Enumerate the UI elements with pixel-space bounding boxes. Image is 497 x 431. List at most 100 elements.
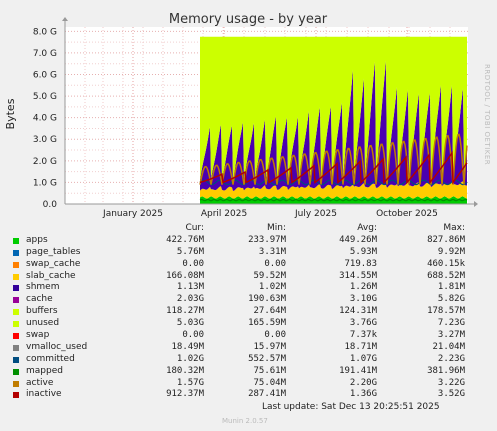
legend-min: 75.04M [253, 377, 286, 388]
legend-max: 3.22G [437, 377, 465, 388]
legend-min: 59.52M [253, 270, 286, 281]
area-apps [200, 196, 467, 204]
legend-name: active [26, 377, 54, 388]
legend-cur: 1.02G [176, 353, 204, 364]
column-avg: Avg: [357, 223, 377, 233]
line-mapped [199, 198, 468, 202]
legend-min: 1.02M [258, 282, 286, 293]
legend-avg: 124.31M [339, 306, 377, 317]
y-tick-label: 2.0 G [33, 157, 57, 167]
legend-avg: 2.20G [349, 377, 377, 388]
legend-swatch [13, 392, 19, 399]
legend-name: shmem [26, 282, 60, 293]
legend-item-active: active 1.57G 75.04M 2.20G 3.22G [0, 378, 497, 390]
legend-name: inactive [26, 389, 62, 400]
chart-title: Memory usage - by year [169, 12, 328, 27]
legend-swatch [13, 321, 19, 328]
data-areas [200, 36, 467, 204]
memory-chart: Memory usage - by year Bytes RRDTOOL / T… [4, 12, 491, 219]
legend-header: Cur: Min: Avg: Max: [0, 223, 497, 235]
legend-cur: 18.49M [171, 341, 204, 352]
legend-item-swap: swap 0.00 0.00 7.37k 3.27M [0, 330, 497, 342]
line-active [199, 133, 468, 185]
legend-avg: 5.93M [349, 246, 377, 257]
legend-swatch [13, 309, 19, 316]
column-cur: Cur: [185, 223, 204, 233]
area-slab-cache [200, 181, 467, 199]
legend-item-swap-cache: swap_cache 0.00 0.00 719.83 460.15k [0, 259, 497, 271]
legend-name: vmalloc_used [26, 341, 88, 352]
legend-item-apps: apps 422.76M 233.97M 449.26M 827.86M [0, 235, 497, 247]
legend-min: 75.61M [253, 365, 286, 376]
legend-name: unused [26, 318, 60, 329]
legend-cur: 118.27M [166, 306, 204, 317]
legend-avg: 7.37k [349, 330, 377, 341]
legend-swatch [13, 261, 19, 268]
legend-name: slab_cache [26, 270, 76, 281]
legend-swatch [13, 380, 19, 387]
legend-cur: 180.32M [166, 365, 204, 376]
legend-name: committed [26, 353, 75, 364]
legend-name: mapped [26, 365, 63, 376]
legend-min: 0.00 [264, 330, 286, 341]
legend-item-mapped: mapped 180.32M 75.61M 191.41M 381.96M [0, 366, 497, 378]
legend-max: 688.52M [427, 270, 465, 281]
x-tick-label: October 2025 [376, 209, 438, 219]
legend-avg: 191.41M [339, 365, 377, 376]
legend-swatch [13, 344, 19, 351]
x-tick-label: January 2025 [102, 209, 163, 219]
legend-min: 190.63M [248, 294, 286, 305]
legend-name: swap [26, 330, 50, 341]
y-axis-arrow [62, 17, 68, 21]
x-axis-arrow [474, 201, 478, 207]
legend-name: cache [26, 294, 53, 305]
y-axis-label: Bytes [4, 98, 17, 129]
legend-item-buffers: buffers 118.27M 27.64M 124.31M 178.57M [0, 306, 497, 318]
legend-min: 3.31M [258, 246, 286, 257]
legend-max: 9.92M [437, 246, 465, 257]
legend-min: 27.64M [253, 306, 286, 317]
legend-cur: 2.03G [176, 294, 204, 305]
legend-swatch [13, 332, 19, 339]
legend-max: 381.96M [427, 365, 465, 376]
legend-min: 552.57M [248, 353, 286, 364]
legend-swatch [13, 285, 19, 292]
legend-cur: 1.13M [176, 282, 204, 293]
last-update: Last update: Sat Dec 13 20:25:51 2025 [262, 402, 440, 412]
axes: January 2025 April 2025 July 2025 October 2… [33, 17, 478, 219]
legend-max: 1.81M [437, 282, 465, 293]
y-tick-label: 6.0 G [33, 70, 57, 80]
legend-avg: 449.26M [339, 234, 377, 245]
y-tick-label: 5.0 G [33, 92, 57, 102]
legend-swatch [13, 356, 19, 363]
legend-cur: 5.03G [176, 318, 204, 329]
legend-cur: 0.00 [182, 258, 204, 269]
legend-min: 287.41M [248, 389, 286, 400]
legend-max: 827.86M [427, 234, 465, 245]
y-tick-label: 4.0 G [33, 114, 57, 124]
y-tick-label: 1.0 G [33, 178, 57, 188]
legend-name: apps [26, 234, 48, 245]
legend-item-page-tables: page_tables 5.76M 3.31M 5.93M 9.92M [0, 247, 497, 259]
legend-max: 21.04M [432, 341, 465, 352]
y-tick-label: 3.0 G [33, 135, 57, 145]
legend-item-vmalloc-used: vmalloc_used 18.49M 15.97M 18.71M 21.04M [0, 342, 497, 354]
legend-swatch [13, 368, 19, 375]
legend-name: page_tables [26, 246, 81, 257]
legend-name: buffers [26, 306, 58, 317]
x-tick-label: July 2025 [294, 209, 337, 219]
legend-cur: 422.76M [166, 234, 204, 245]
legend-cur: 1.57G [176, 377, 204, 388]
area-unused [200, 36, 467, 181]
legend-max: 460.15k [427, 258, 465, 269]
munin-version: Munin 2.0.57 [222, 417, 268, 425]
legend-item-cache: cache 2.03G 190.63M 3.10G 5.82G [0, 294, 497, 306]
legend-item-unused: unused 5.03G 165.59M 3.76G 7.23G [0, 318, 497, 330]
legend-avg: 1.26M [349, 282, 377, 293]
y-tick-label: 8.0 G [33, 27, 57, 37]
legend-cur: 5.76M [176, 246, 204, 257]
x-tick-label: April 2025 [201, 209, 247, 219]
column-min: Min: [266, 223, 286, 233]
y-tick-label: 7.0 G [33, 49, 57, 59]
legend-max: 5.82G [437, 294, 465, 305]
